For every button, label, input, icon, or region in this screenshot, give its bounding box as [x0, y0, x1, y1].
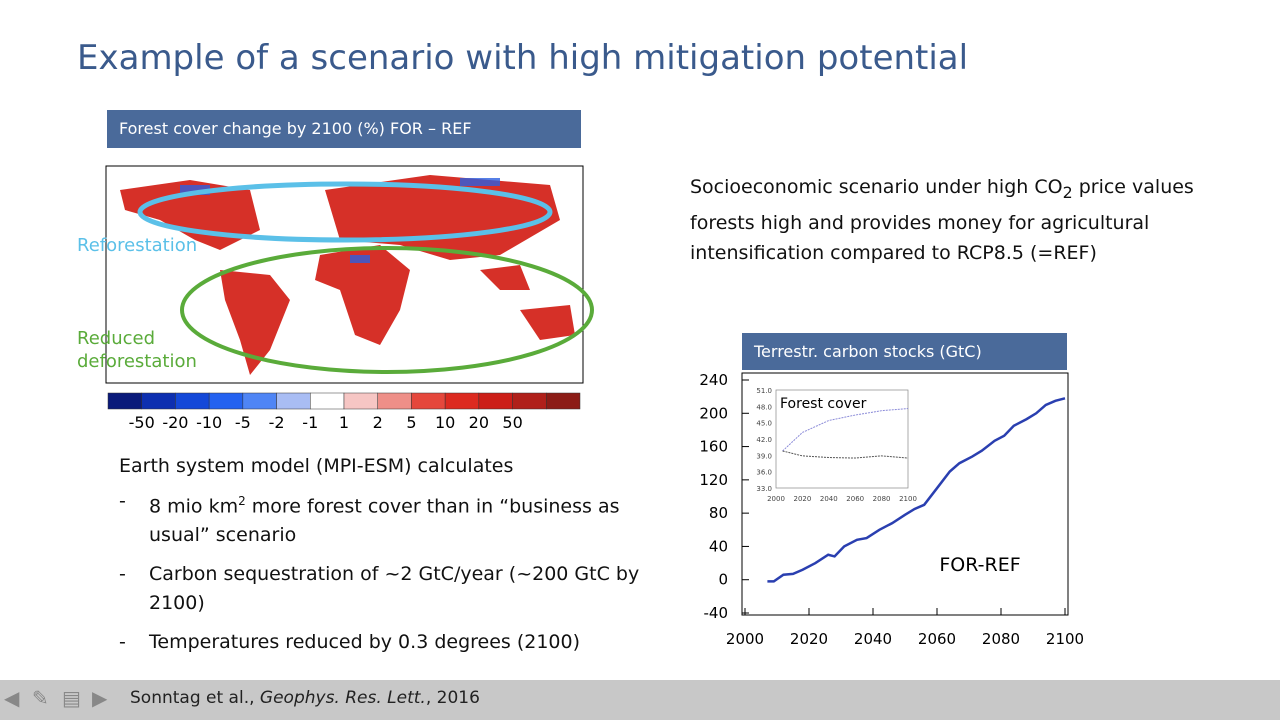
inset-y-label: 51.0: [756, 387, 772, 395]
inset-y-label: 42.0: [756, 436, 772, 444]
y-tick-label: 240: [699, 371, 728, 389]
footer-bar: ◀ ✎ ▤ ▶ Sonntag et al., Geophys. Res. Le…: [0, 680, 1280, 720]
colorbar-label: 5: [406, 413, 416, 432]
colorbar-label: -5: [235, 413, 251, 432]
colorbar-swatch: [343, 392, 378, 410]
colorbar-swatch: [546, 392, 581, 410]
inset-x-label: 2020: [793, 495, 811, 503]
findings-heading: Earth system model (MPI-ESM) calculates: [119, 455, 514, 477]
colorbar-swatch: [512, 392, 547, 410]
inset-y-label: 36.0: [756, 469, 772, 477]
chart-header: Terrestr. carbon stocks (GtC): [742, 333, 1067, 370]
colorbar-label: 2: [373, 413, 383, 432]
colorbar-swatch: [444, 392, 480, 410]
y-tick-label: 160: [699, 438, 728, 456]
list-item: -8 mio km2 more forest cover than in “bu…: [119, 490, 620, 547]
inset-x-label: 2100: [899, 495, 917, 503]
colorbar-swatch: [208, 392, 244, 410]
colorbar-label: -50: [129, 413, 155, 432]
colorbar-swatch: [411, 392, 446, 410]
x-tick-label: 2080: [982, 630, 1020, 648]
colorbar-label: 50: [502, 413, 522, 432]
colorbar-swatch: [141, 392, 176, 410]
carbon-series-line: [767, 397, 1066, 583]
colorbar-label: -20: [162, 413, 188, 432]
y-tick-label: 80: [709, 504, 728, 522]
colorbar-swatch: [377, 392, 412, 410]
findings-list: Earth system model (MPI-ESM) calculates …: [119, 455, 659, 657]
reforestation-ellipse: [137, 181, 553, 243]
x-tick-label: 2020: [790, 630, 828, 648]
colorbar-label: 20: [469, 413, 489, 432]
prev-slide-icon[interactable]: ◀: [4, 686, 20, 710]
colorbar-swatch: [276, 392, 311, 410]
y-tick-label: 200: [699, 404, 728, 422]
inset-background: [752, 385, 912, 493]
y-tick-label: 0: [718, 571, 728, 589]
list-item: - Temperatures reduced by 0.3 degrees (21…: [119, 631, 581, 654]
inset-frame: [775, 389, 909, 489]
colorbar-label: 1: [339, 413, 349, 432]
colorbar-swatch: [107, 392, 142, 410]
inset-series-line: [782, 450, 909, 459]
y-tick-label: -40: [704, 604, 729, 622]
colorbar-swatch: [478, 392, 513, 410]
inset-x-label: 2040: [820, 495, 838, 503]
inset-y-label: 45.0: [756, 420, 772, 428]
y-tick-label: 40: [709, 537, 728, 555]
inset-x-label: 2000: [767, 495, 785, 503]
inset-x-label: 2060: [846, 495, 864, 503]
y-tick-label: 120: [699, 471, 728, 489]
inset-y-label: 48.0: [756, 403, 772, 411]
footer-citation: Sonntag et al., Geophys. Res. Lett., 201…: [130, 688, 480, 708]
forest-change-map: [105, 165, 594, 384]
inset-y-label: 39.0: [756, 452, 772, 460]
reduced-label-2: deforestation: [77, 351, 197, 372]
colorbar-label: 10: [435, 413, 455, 432]
colorbar: -50 -20 -10 -5 -2 -1 1 2 5 10 20 50: [107, 392, 581, 432]
colorbar-swatch: [310, 392, 345, 410]
slide-title: Example of a scenario with high mitigati…: [77, 38, 969, 78]
scenario-description: Socioeconomic scenario under high CO2 pr…: [690, 176, 1194, 264]
inset-title: Forest cover: [780, 396, 867, 412]
carbon-stocks-chart: 2000 2020 2040 2060 2080 2100 -40 0 40 80 120 160 20…: [699, 371, 1084, 648]
colorbar-label: -1: [302, 413, 318, 432]
reduced-deforestation-ellipse: [180, 246, 594, 374]
map-header: Forest cover change by 2100 (%) FOR – RE…: [107, 110, 581, 148]
inset-series-line: [782, 408, 909, 452]
colorbar-swatch: [175, 392, 210, 410]
inset-x-label: 2080: [873, 495, 891, 503]
plot-frame: [741, 372, 1069, 616]
x-tick-label: 2040: [854, 630, 892, 648]
chart-annotation: FOR-REF: [939, 554, 1020, 576]
x-tick-label: 2100: [1046, 630, 1084, 648]
inset-y-label: 33.0: [756, 485, 772, 493]
pen-icon[interactable]: ✎: [32, 686, 49, 710]
reforestation-label: Reforestation: [77, 235, 198, 256]
menu-icon[interactable]: ▤: [62, 686, 81, 710]
x-tick-label: 2060: [918, 630, 956, 648]
x-tick-label: 2000: [726, 630, 764, 648]
list-item: - Carbon sequestration of ~2 GtC/year (~2…: [119, 563, 640, 615]
colorbar-label: -2: [269, 413, 285, 432]
reduced-label-1: Reduced: [77, 328, 156, 349]
colorbar-label: -10: [196, 413, 222, 432]
next-slide-icon[interactable]: ▶: [92, 686, 108, 710]
colorbar-swatch: [242, 392, 277, 410]
